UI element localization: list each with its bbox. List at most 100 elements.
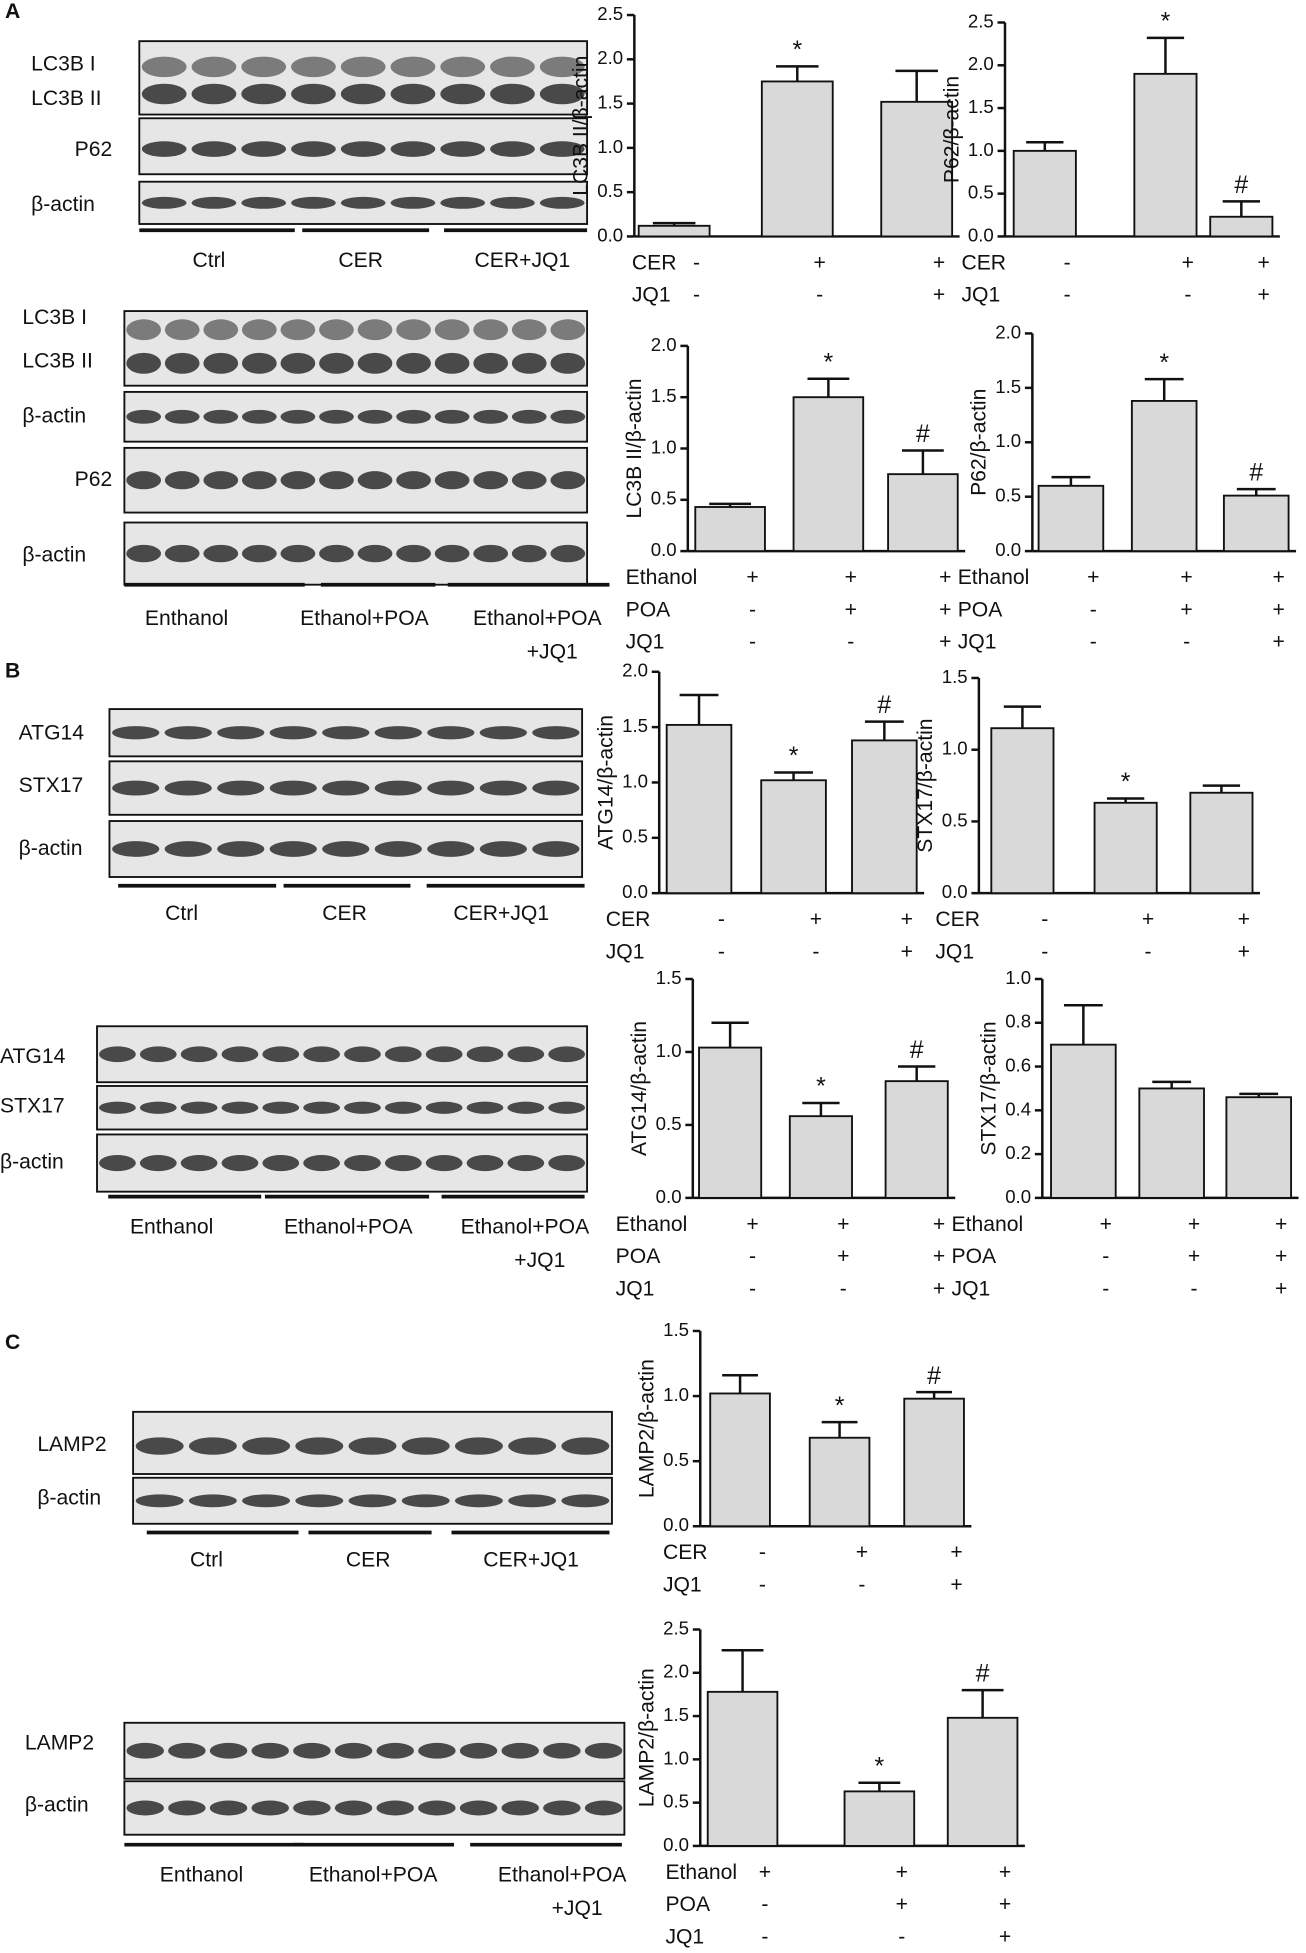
significance-mark: # [1249, 459, 1263, 487]
blot-band [584, 1742, 623, 1759]
condition-value: + [950, 1574, 962, 1597]
blot-band [241, 319, 277, 341]
condition-value: + [746, 1213, 758, 1236]
blot-row-label: ATG14 [19, 722, 85, 745]
blot-row-label: LC3B II [31, 87, 101, 110]
blot-band [390, 196, 436, 209]
blot-band [401, 1494, 450, 1508]
blot-row-label: β-actin [31, 193, 95, 216]
blot-band [191, 141, 237, 157]
group-label: Ethanol+POA [284, 1215, 414, 1238]
blot-band [473, 471, 509, 490]
condition-name: POA [958, 598, 1004, 621]
blot-band [425, 1155, 463, 1172]
blot-row-label: β-actin [22, 544, 86, 567]
blot-band [507, 1046, 545, 1063]
blot-band [427, 841, 475, 857]
blot-band [217, 780, 265, 796]
y-tick-label: 1.0 [942, 738, 968, 759]
blot-band [511, 319, 547, 341]
blot-band [141, 56, 187, 78]
blot-strip [123, 310, 589, 387]
condition-name: POA [626, 598, 672, 621]
blot-band [473, 544, 509, 563]
condition-value: + [1272, 598, 1284, 621]
condition-value: - [898, 1926, 905, 1949]
blot-band [99, 1155, 136, 1172]
condition-value: + [813, 251, 825, 274]
blot-band [293, 1742, 331, 1759]
blot-band [191, 83, 237, 105]
blot-band [466, 1155, 504, 1172]
significance-mark: # [976, 1660, 990, 1688]
bar [760, 80, 834, 238]
condition-name: Ethanol [616, 1213, 688, 1236]
condition-value: - [1191, 1278, 1198, 1301]
group-label: Ethanol+POA [309, 1863, 439, 1886]
condition-value: + [933, 1278, 945, 1301]
blot-band [295, 1437, 344, 1455]
blot-row-label: STX17 [0, 1095, 65, 1118]
blot-band [454, 1437, 503, 1455]
condition-name: JQ1 [616, 1278, 655, 1301]
y-tick-label: 2.0 [597, 47, 623, 68]
condition-value: + [845, 566, 857, 589]
condition-name: JQ1 [935, 940, 974, 963]
condition-name: JQ1 [626, 631, 665, 654]
condition-value: + [837, 1213, 849, 1236]
blot-band [112, 726, 160, 740]
condition-value: + [856, 1541, 868, 1564]
blot-band [508, 1494, 557, 1508]
blot-band [543, 1742, 581, 1759]
condition-value: - [693, 284, 700, 307]
blot-band [466, 1046, 504, 1063]
blot-band [427, 780, 475, 796]
panel-label: A [5, 0, 20, 23]
blot-strip [123, 446, 589, 514]
blot-band [357, 544, 393, 563]
y-tick-label: 0.0 [663, 1514, 689, 1535]
y-tick-label: 0.4 [1005, 1098, 1031, 1119]
condition-value: + [1087, 566, 1099, 589]
blot-band [241, 352, 277, 374]
condition-value: + [896, 1893, 908, 1916]
y-tick-label: 1.5 [968, 96, 994, 117]
condition-value: - [1041, 940, 1048, 963]
y-axis-label: ATG14/β-actin [595, 715, 618, 850]
condition-name: JQ1 [606, 940, 645, 963]
blot-band [180, 1155, 218, 1172]
significance-mark: * [875, 1752, 885, 1780]
blot-band [548, 1046, 586, 1063]
blot-band [291, 83, 336, 105]
group-label: Ethanol+POA [473, 607, 603, 630]
significance-mark: # [910, 1036, 924, 1064]
blot-strip [96, 1025, 589, 1084]
condition-value: + [1180, 566, 1192, 589]
bar [1133, 72, 1198, 238]
blot-band [340, 56, 386, 78]
condition-value: + [810, 908, 822, 931]
y-tick-label: 0.0 [622, 881, 648, 902]
blot-band [262, 1155, 300, 1172]
blot-band [319, 352, 354, 374]
y-tick-label: 2.0 [968, 53, 994, 74]
condition-value: + [939, 598, 951, 621]
blot-band [141, 141, 187, 157]
blot-band [112, 780, 160, 796]
blot-band [454, 1494, 503, 1508]
y-tick-label: 0.5 [663, 1791, 689, 1812]
blot-band [203, 471, 239, 490]
y-tick-label: 0.0 [995, 539, 1021, 560]
blot-band [550, 352, 586, 374]
group-label: CER [338, 249, 383, 272]
blot-band [357, 319, 393, 341]
blot-band [221, 1101, 259, 1114]
blot-band [434, 471, 470, 490]
condition-value: - [1064, 284, 1071, 307]
y-tick-label: 0.5 [663, 1449, 689, 1470]
blot-band [374, 841, 422, 857]
blot-strip [96, 1133, 589, 1193]
blot-band [479, 780, 527, 796]
blot-band [242, 1494, 291, 1508]
